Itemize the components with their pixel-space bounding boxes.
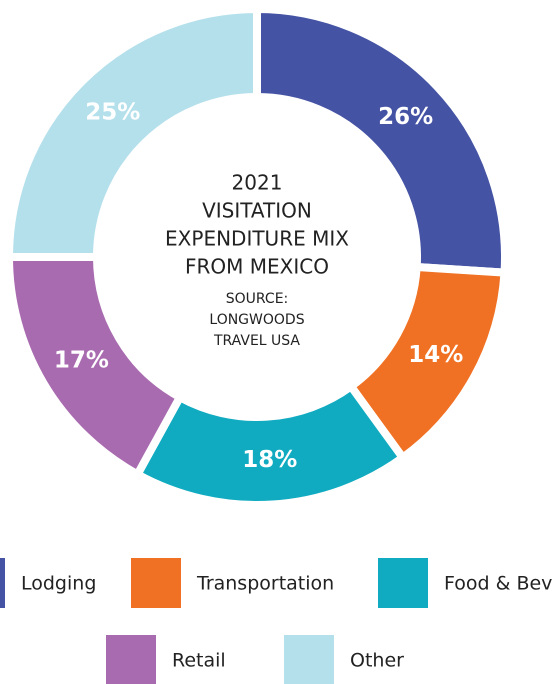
data-label: 18% (242, 447, 297, 473)
center-source: TRAVEL USA (213, 333, 300, 349)
donut-segment (253, 4, 509, 277)
center-title: 2021 (232, 171, 283, 195)
legend-label: Retail (172, 650, 226, 672)
legend-swatch (0, 558, 5, 608)
legend-label: Food & Bev (444, 573, 552, 595)
data-label: 17% (54, 347, 109, 373)
data-label: 26% (378, 104, 433, 130)
legend-swatch (284, 635, 334, 684)
center-source: LONGWOODS (209, 312, 304, 328)
data-label: 14% (408, 342, 463, 368)
legend-label: Transportation (196, 573, 334, 595)
legend-label: Other (350, 650, 404, 672)
legend-swatch (131, 558, 181, 608)
data-label: 25% (85, 99, 140, 125)
legend-label: Lodging (21, 573, 96, 595)
legend-swatch (378, 558, 428, 608)
center-title: FROM MEXICO (185, 255, 329, 279)
center-title: VISITATION (202, 199, 312, 223)
donut-segment (4, 4, 261, 261)
center-source: SOURCE: (226, 291, 289, 307)
center-title: EXPENDITURE MIX (165, 227, 349, 251)
legend-swatch (106, 635, 156, 684)
